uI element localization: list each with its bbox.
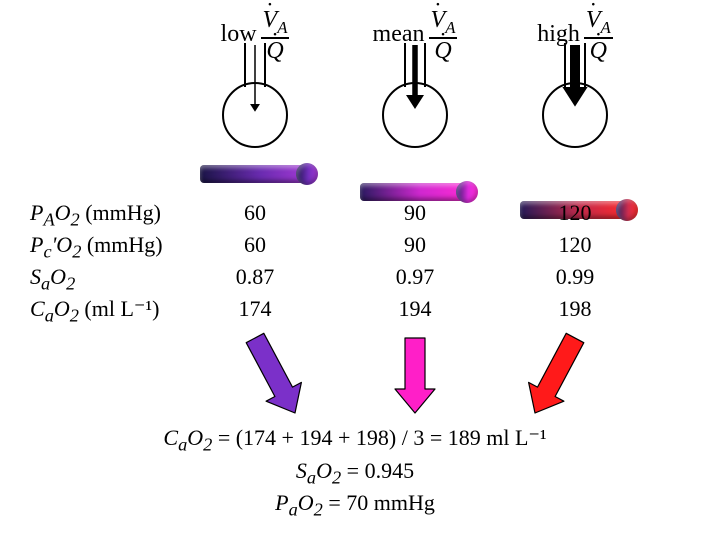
- row-label: SaO2: [30, 264, 75, 294]
- row-label: CaO2 (ml L⁻¹): [30, 296, 159, 326]
- row-label: Pc'O2 (mmHg): [30, 232, 163, 262]
- table-cell: 120: [540, 200, 610, 226]
- table-cell: 0.99: [540, 264, 610, 290]
- row-label: PAO2 (mmHg): [30, 200, 161, 230]
- table-cell: 0.87: [220, 264, 290, 290]
- table-cell: 174: [220, 296, 290, 322]
- capillary-mean: [360, 183, 470, 201]
- column-label-high: highVAQ: [505, 8, 645, 63]
- table-cell: 60: [220, 232, 290, 258]
- column-label-mean: meanVAQ: [345, 8, 485, 63]
- capillary-low: [200, 165, 310, 183]
- table-cell: 90: [380, 232, 450, 258]
- table-cell: 194: [380, 296, 450, 322]
- equation-cao2: CaO2 = (174 + 194 + 198) / 3 = 189 ml L⁻…: [0, 425, 710, 455]
- equation-pao2: PaO2 = 70 mmHg: [0, 490, 710, 520]
- figure-root: lowVAQ meanVAQ highVAQ PAO2 (mmHg) 60 90 120 Pc…: [0, 0, 710, 539]
- column-label-low: lowVAQ: [185, 8, 325, 63]
- table-cell: 0.97: [380, 264, 450, 290]
- table-cell: 60: [220, 200, 290, 226]
- mix-arrow: [395, 338, 435, 413]
- mix-arrow: [246, 333, 301, 413]
- equation-sao2: SaO2 = 0.945: [0, 458, 710, 488]
- mix-arrow: [529, 333, 584, 413]
- table-cell: 120: [540, 232, 610, 258]
- table-cell: 90: [380, 200, 450, 226]
- table-cell: 198: [540, 296, 610, 322]
